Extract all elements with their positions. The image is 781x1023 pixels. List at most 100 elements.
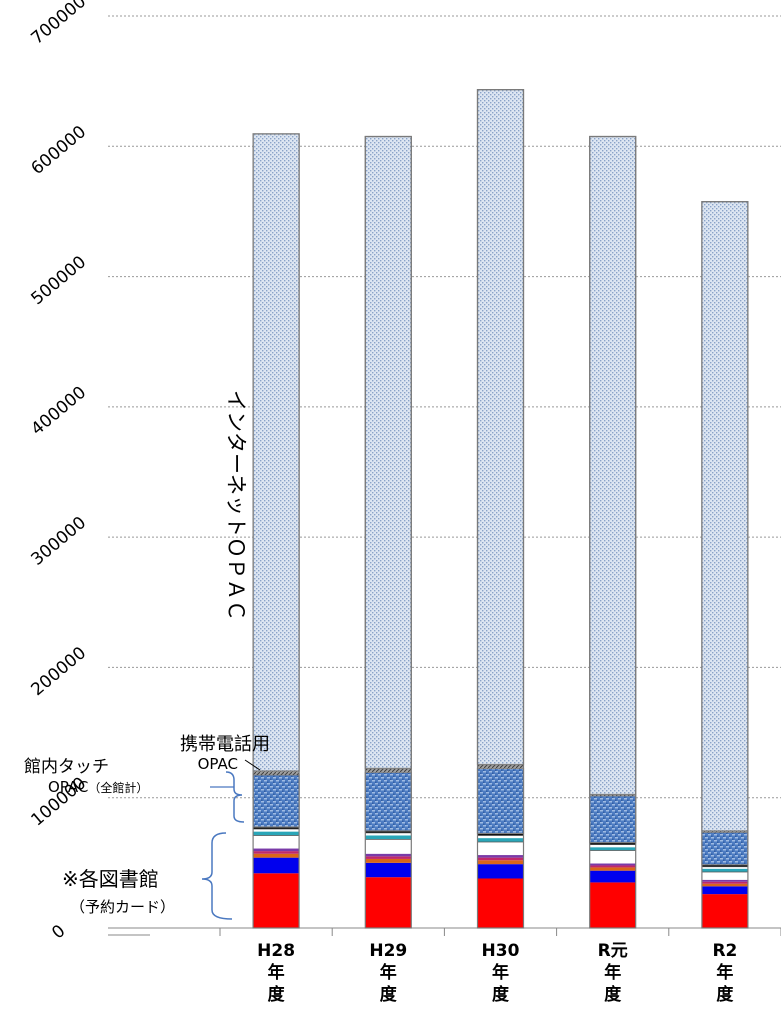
bar-segment bbox=[701, 883, 748, 887]
y-tick-label: 400000 bbox=[27, 383, 90, 440]
bar-segment bbox=[701, 868, 748, 872]
x-tick-label: 度 bbox=[604, 984, 622, 1005]
bar-segment bbox=[589, 863, 636, 866]
bar-segment bbox=[589, 847, 636, 851]
x-tick-label: 度 bbox=[380, 984, 398, 1005]
y-tick-label: 700000 bbox=[27, 0, 90, 49]
bar-segment bbox=[365, 835, 412, 840]
bar-segment bbox=[701, 866, 748, 869]
bar-segment bbox=[589, 867, 636, 871]
x-tick-label: 年 bbox=[380, 962, 397, 983]
bar-segment bbox=[476, 767, 525, 835]
gridlines bbox=[108, 15, 781, 799]
bar-segment bbox=[253, 827, 300, 829]
bar-segment bbox=[477, 838, 524, 843]
bar-segment bbox=[701, 879, 748, 882]
touch-opac-label-line2: OPAC（全館計） bbox=[48, 778, 148, 796]
x-tick-label: H30 bbox=[482, 941, 520, 961]
bar-segment bbox=[701, 831, 749, 866]
bar-segment bbox=[477, 855, 524, 858]
annotations: インターネットＯＰＡＣ 携帯電話用 OPAC 館内タッチ OPAC（全館計） ※… bbox=[24, 390, 270, 920]
bar-segment bbox=[365, 862, 412, 878]
x-tick-label: 度 bbox=[268, 984, 286, 1005]
bar-segment bbox=[365, 832, 412, 836]
y-tick-label: 300000 bbox=[27, 513, 90, 570]
bar-segment bbox=[589, 135, 637, 796]
x-tick-label: 年 bbox=[492, 962, 509, 983]
y-tick-labels: 0100000200000300000400000500000600000700… bbox=[27, 0, 90, 943]
bar-segment bbox=[253, 831, 300, 836]
x-tick-label: H29 bbox=[369, 941, 407, 961]
touch-opac-label-line1: 館内タッチ bbox=[24, 757, 109, 777]
bar-segment bbox=[476, 89, 525, 766]
bar-segment bbox=[365, 856, 412, 859]
x-tick-label: 度 bbox=[492, 984, 510, 1005]
x-tick-label: R2 bbox=[712, 941, 737, 961]
bar-outline bbox=[476, 89, 525, 929]
value-axis bbox=[108, 927, 781, 936]
bar-segment bbox=[477, 857, 524, 861]
bar-segment bbox=[365, 877, 412, 928]
bar-stack bbox=[589, 135, 637, 929]
bar-stack bbox=[476, 89, 525, 929]
bar-segment bbox=[365, 839, 412, 854]
bar-segment bbox=[253, 848, 300, 852]
x-tick-label: 度 bbox=[716, 984, 734, 1005]
bar-segment bbox=[477, 842, 524, 856]
bar-segment bbox=[589, 844, 636, 848]
bar-segment bbox=[253, 835, 300, 849]
bar-outline bbox=[252, 133, 300, 929]
bar-segment bbox=[365, 830, 412, 833]
bar-outline bbox=[589, 135, 637, 929]
touch-opac-brace bbox=[225, 771, 245, 823]
bar-segment bbox=[589, 850, 636, 864]
bar-segment bbox=[589, 865, 636, 868]
mobile-opac-label-line2: OPAC bbox=[198, 755, 238, 773]
internet-opac-label: インターネットＯＰＡＣ bbox=[224, 390, 248, 621]
x-tick-label: 年 bbox=[604, 962, 621, 983]
bar-segment bbox=[589, 842, 636, 845]
bar-segment bbox=[589, 870, 636, 883]
bar-segment bbox=[701, 864, 748, 867]
bar-segment bbox=[365, 768, 412, 773]
y-tick-label: 200000 bbox=[27, 643, 90, 700]
touch-opac-label-line2a: OPAC bbox=[48, 778, 88, 796]
x-tick-label: 年 bbox=[268, 962, 285, 983]
touch-opac-label-line2b: （全館計） bbox=[88, 780, 148, 795]
mobile-opac-label-line1: 携帯電話用 bbox=[180, 734, 270, 755]
bar-outline bbox=[701, 201, 749, 929]
bar-segment bbox=[364, 771, 412, 832]
bar-segment bbox=[365, 858, 412, 863]
x-tick-label: H28 bbox=[257, 941, 295, 961]
bar-segment bbox=[701, 886, 748, 895]
bar-segment bbox=[701, 871, 748, 880]
bar-segment bbox=[477, 864, 524, 879]
bar-segment bbox=[252, 774, 300, 828]
bar-segment bbox=[477, 833, 524, 836]
bar-segment bbox=[701, 881, 748, 884]
bar-segment bbox=[589, 794, 636, 796]
bar-segment bbox=[589, 795, 637, 844]
bar-segment bbox=[253, 873, 300, 928]
bar-segment bbox=[477, 764, 524, 769]
library-brace bbox=[201, 832, 233, 920]
bar-segment bbox=[364, 135, 412, 770]
bar-segment bbox=[589, 882, 636, 928]
bars bbox=[252, 89, 749, 929]
bar-segment bbox=[253, 857, 300, 874]
bar-segment bbox=[701, 830, 748, 833]
mobile-opac-leader bbox=[244, 759, 261, 771]
bar-segment bbox=[252, 133, 300, 772]
bar-segment bbox=[477, 860, 524, 865]
bar-segment bbox=[365, 853, 412, 857]
y-tick-label: 500000 bbox=[27, 252, 90, 309]
bar-segment bbox=[477, 878, 524, 928]
y-tick-label: 0 bbox=[48, 921, 69, 943]
bar-outline bbox=[364, 135, 412, 929]
bar-stack bbox=[364, 135, 412, 929]
x-tick-label: R元 bbox=[598, 941, 628, 961]
bar-segment bbox=[701, 201, 749, 832]
bar-segment bbox=[477, 835, 524, 839]
